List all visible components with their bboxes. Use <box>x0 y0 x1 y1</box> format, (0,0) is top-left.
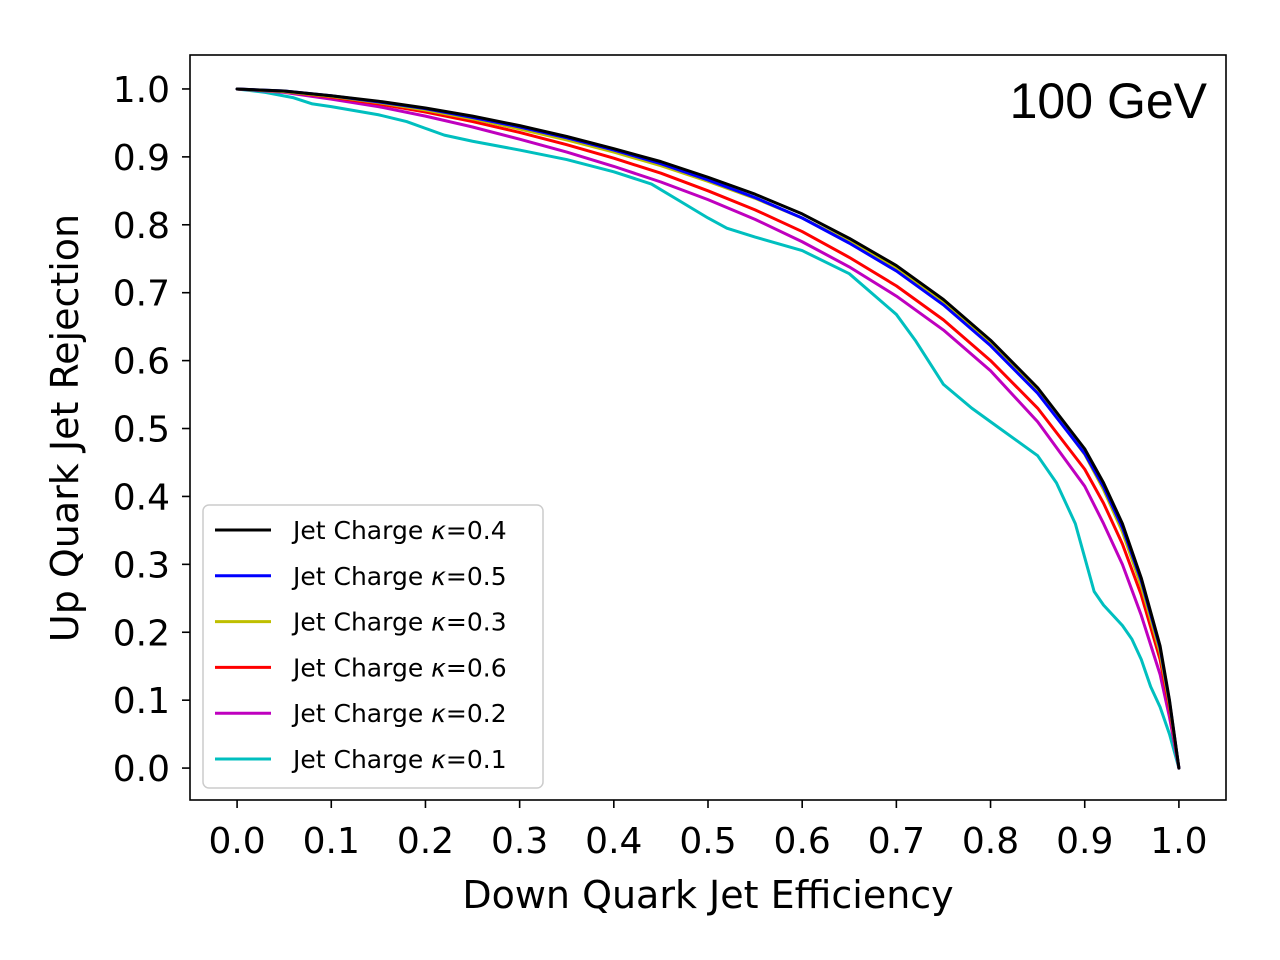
legend-label: Jet Charge κ=0.1 <box>291 745 507 774</box>
x-tick-label: 0.0 <box>208 821 265 862</box>
x-tick-label: 0.8 <box>962 821 1019 862</box>
series-layer <box>235 87 1181 770</box>
y-tick-label: 0.2 <box>113 613 170 654</box>
legend-label-prefix: Jet Charge <box>291 653 431 682</box>
y-tick-label: 0.5 <box>113 410 170 451</box>
y-axis-title: Up Quark Jet Rejection <box>43 214 87 642</box>
legend-label-value: =0.3 <box>446 608 507 637</box>
legend-label-prefix: Jet Charge <box>291 516 431 545</box>
legend-label: Jet Charge κ=0.6 <box>291 653 507 682</box>
legend-label-prefix: Jet Charge <box>291 562 431 591</box>
y-tick-label: 0.1 <box>113 681 170 722</box>
legend-box <box>202 504 544 789</box>
legend-label-prefix: Jet Charge <box>291 699 431 728</box>
legend-label: Jet Charge κ=0.5 <box>291 562 507 591</box>
legend-kappa-symbol: κ <box>431 745 446 774</box>
y-tick-label: 0.0 <box>113 749 170 790</box>
y-tick-label: 0.9 <box>113 138 170 179</box>
y-axis-ticks: 0.0 0.1 0.2 0.3 0.4 0.5 0.6 0.7 0.8 0.9 1.0 <box>113 70 190 790</box>
y-tick-label: 0.3 <box>113 545 170 586</box>
legend-kappa-symbol: κ <box>431 608 446 637</box>
legend-label-value: =0.5 <box>446 562 507 591</box>
legend-label-prefix: Jet Charge <box>291 745 431 774</box>
series-line-3 <box>235 87 1181 770</box>
legend-label-prefix: Jet Charge <box>291 608 431 637</box>
legend-label: Jet Charge κ=0.2 <box>291 699 507 728</box>
y-tick-label: 0.4 <box>113 477 170 518</box>
x-tick-label: 0.5 <box>679 821 736 862</box>
y-tick-label: 0.7 <box>113 274 170 315</box>
legend-kappa-symbol: κ <box>431 699 446 728</box>
legend-label-value: =0.4 <box>446 516 507 545</box>
x-tick-label: 1.0 <box>1150 821 1207 862</box>
legend-kappa-symbol: κ <box>431 562 446 591</box>
x-tick-label: 0.6 <box>774 821 831 862</box>
x-tick-label: 0.2 <box>397 821 454 862</box>
series-line-5 <box>235 87 1181 770</box>
legend-label: Jet Charge κ=0.4 <box>291 516 507 545</box>
legend-label-value: =0.1 <box>446 745 507 774</box>
x-tick-label: 0.9 <box>1056 821 1113 862</box>
legend-kappa-symbol: κ <box>431 653 446 682</box>
energy-annotation: 100 GeV <box>1010 73 1208 129</box>
series-line-0 <box>235 87 1181 770</box>
legend-label-value: =0.6 <box>446 653 507 682</box>
x-tick-label: 0.4 <box>585 821 642 862</box>
legend-kappa-symbol: κ <box>431 516 446 545</box>
x-tick-label: 0.1 <box>303 821 360 862</box>
x-tick-label: 0.3 <box>491 821 548 862</box>
x-axis-title: Down Quark Jet Efficiency <box>462 873 953 917</box>
series-line-4 <box>235 87 1181 770</box>
y-tick-label: 1.0 <box>113 70 170 111</box>
y-tick-label: 0.8 <box>113 206 170 247</box>
y-tick-label: 0.6 <box>113 342 170 383</box>
x-axis-ticks: 0.0 0.1 0.2 0.3 0.4 0.5 0.6 0.7 0.8 0.9 1.0 <box>208 800 1208 862</box>
legend-label-value: =0.2 <box>446 699 507 728</box>
x-tick-label: 0.7 <box>868 821 925 862</box>
legend-label: Jet Charge κ=0.3 <box>291 608 507 637</box>
